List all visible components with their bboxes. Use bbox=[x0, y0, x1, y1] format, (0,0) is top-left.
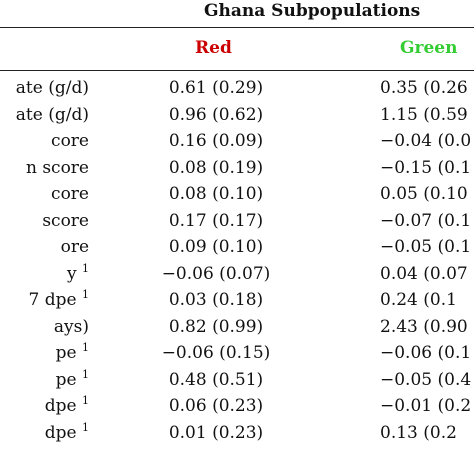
row-label-text: dpe bbox=[44, 422, 77, 443]
cell-red: 0.08 (0.10) bbox=[168, 184, 264, 204]
table-row: pe 1 −0.06 (0.15) −0.06 (0.1 bbox=[0, 341, 474, 369]
row-label: dpe 1 bbox=[44, 420, 89, 443]
table-row: dpe 1 0.01 (0.23) 0.13 (0.2 bbox=[0, 420, 474, 449]
cell-red: 0.96 (0.62) bbox=[168, 104, 264, 125]
table-row: y 1 −0.06 (0.07) 0.04 (0.07 bbox=[0, 261, 474, 290]
header-rule bbox=[0, 27, 474, 28]
cell-red: 0.06 (0.23) bbox=[168, 396, 264, 416]
row-label-text: core bbox=[51, 131, 89, 151]
table-row: core 0.08 (0.10) 0.05 (0.10 bbox=[0, 184, 474, 210]
cell-green: −0.05 (0.1 bbox=[380, 237, 472, 257]
table-row: dpe 1 0.06 (0.23) −0.01 (0.2 bbox=[0, 394, 474, 422]
row-label: core bbox=[51, 131, 89, 151]
row-label: score bbox=[42, 211, 89, 231]
cell-green: 0.05 (0.10 bbox=[380, 184, 468, 204]
cell-red: 0.82 (0.99) bbox=[168, 316, 264, 337]
cell-green: −0.06 (0.1 bbox=[380, 343, 472, 363]
cell-red: 0.01 (0.23) bbox=[168, 422, 264, 443]
cell-red: 0.61 (0.29) bbox=[168, 78, 264, 98]
column-header-rule bbox=[0, 70, 474, 71]
table-row: n score 0.08 (0.19) −0.15 (0.1 bbox=[0, 158, 474, 184]
footnote-marker: 1 bbox=[82, 367, 89, 381]
row-label: ate (g/d) bbox=[16, 78, 89, 98]
cell-green: −0.04 (0.0 bbox=[380, 131, 472, 151]
row-label-text: pe bbox=[55, 343, 77, 363]
cell-green: 0.24 (0.1 bbox=[380, 290, 457, 310]
footnote-marker: 1 bbox=[82, 341, 89, 354]
row-label-text: ate (g/d) bbox=[15, 104, 89, 125]
table-row: core 0.16 (0.09) −0.04 (0.0 bbox=[0, 131, 474, 157]
row-label-text: y bbox=[66, 263, 77, 284]
row-label-text: n score bbox=[25, 157, 89, 178]
cell-red: 0.09 (0.10) bbox=[168, 237, 264, 257]
row-label-text: pe bbox=[55, 369, 77, 390]
cell-green: −0.05 (0.4 bbox=[380, 369, 472, 390]
cell-green: −0.01 (0.2 bbox=[380, 396, 472, 416]
row-label: core bbox=[51, 184, 89, 204]
table-row: score 0.17 (0.17) −0.07 (0.1 bbox=[0, 211, 474, 237]
table-row: ore 0.09 (0.10) −0.05 (0.1 bbox=[0, 237, 474, 263]
group-header-text: Ghana Subpopulations bbox=[204, 1, 421, 21]
row-label-text: 7 dpe bbox=[28, 290, 77, 310]
row-label: dpe 1 bbox=[44, 394, 89, 416]
table-row: ate (g/d) 0.61 (0.29) 0.35 (0.26 bbox=[0, 78, 474, 104]
footnote-marker: 1 bbox=[82, 288, 89, 301]
row-label: ays) bbox=[54, 317, 89, 337]
row-label: n score bbox=[26, 158, 89, 178]
cell-green: 2.43 (0.90 bbox=[380, 316, 468, 337]
cell-green: 0.35 (0.26 bbox=[380, 78, 468, 98]
row-label-text: ays) bbox=[53, 316, 89, 337]
cell-red: 0.16 (0.09) bbox=[168, 131, 264, 151]
row-label-text: core bbox=[51, 184, 89, 204]
row-label: ore bbox=[61, 237, 89, 257]
row-label: pe 1 bbox=[55, 367, 89, 390]
column-header-red: Red bbox=[195, 38, 232, 58]
row-label-text: ate (g/d) bbox=[15, 78, 89, 98]
row-label: y 1 bbox=[66, 261, 89, 284]
column-header-green: Green bbox=[400, 38, 458, 58]
footnote-marker: 1 bbox=[82, 394, 89, 407]
row-label: 7 dpe 1 bbox=[28, 288, 89, 310]
cell-green: 0.04 (0.07 bbox=[380, 263, 468, 284]
cell-red: −0.06 (0.15) bbox=[161, 343, 271, 363]
cell-green: 0.13 (0.2 bbox=[380, 422, 457, 443]
group-header: Ghana Subpopulations bbox=[200, 0, 474, 24]
cell-red: 0.17 (0.17) bbox=[168, 210, 264, 231]
cell-red: 0.48 (0.51) bbox=[168, 369, 264, 390]
table-row: pe 1 0.48 (0.51) −0.05 (0.4 bbox=[0, 367, 474, 396]
cell-red: 0.08 (0.19) bbox=[168, 157, 264, 178]
table-row: 7 dpe 1 0.03 (0.18) 0.24 (0.1 bbox=[0, 288, 474, 316]
table-row: ate (g/d) 0.96 (0.62) 1.15 (0.59 bbox=[0, 105, 474, 131]
footnote-marker: 1 bbox=[82, 261, 89, 275]
row-label-text: ore bbox=[60, 237, 89, 257]
cell-red: 0.03 (0.18) bbox=[168, 290, 264, 310]
footnote-marker: 1 bbox=[82, 420, 89, 434]
row-label-text: score bbox=[42, 210, 89, 231]
row-label: ate (g/d) bbox=[16, 105, 89, 125]
cell-green: −0.07 (0.1 bbox=[380, 210, 472, 231]
row-label-text: dpe bbox=[44, 396, 77, 416]
cell-green: −0.15 (0.1 bbox=[380, 157, 472, 178]
cell-green: 1.15 (0.59 bbox=[380, 104, 468, 125]
row-label: pe 1 bbox=[55, 341, 89, 363]
table-row: ays) 0.82 (0.99) 2.43 (0.90 bbox=[0, 317, 474, 343]
cell-red: −0.06 (0.07) bbox=[161, 263, 271, 284]
